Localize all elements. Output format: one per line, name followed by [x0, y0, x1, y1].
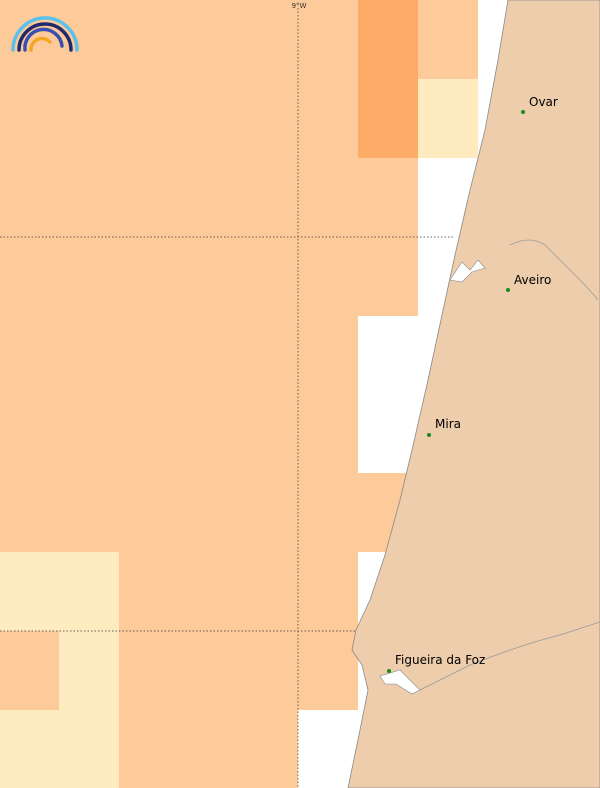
- land: [347, 0, 600, 788]
- river: [419, 621, 600, 691]
- place-dot: [387, 669, 391, 673]
- logo-arc: [29, 36, 52, 52]
- place-dot: [521, 110, 525, 114]
- place-label: Mira: [435, 417, 461, 431]
- cell-medium: [0, 631, 59, 710]
- logo-arc: [11, 16, 79, 52]
- cell-medium: [0, 0, 478, 788]
- forecast-cells: [0, 0, 478, 788]
- river: [509, 239, 599, 301]
- meridian-label: 9°W: [292, 2, 307, 10]
- cell-low: [418, 79, 478, 158]
- logo: [11, 16, 79, 52]
- logo-arc: [17, 22, 73, 52]
- rivers: [419, 239, 600, 691]
- place-label: Aveiro: [514, 273, 551, 287]
- cell-low: [0, 552, 119, 788]
- place-dot: [506, 288, 510, 292]
- graticule: [0, 8, 455, 788]
- cell-high: [358, 0, 418, 158]
- lagoon: [449, 259, 486, 283]
- place-dot: [427, 433, 431, 437]
- place-label: Figueira da Foz: [395, 653, 485, 667]
- logo-arc: [23, 27, 64, 52]
- place-label: Ovar: [529, 95, 558, 109]
- places: Ovar Aveiro Mira Figueira da Foz: [387, 95, 558, 673]
- estuary: [379, 669, 421, 695]
